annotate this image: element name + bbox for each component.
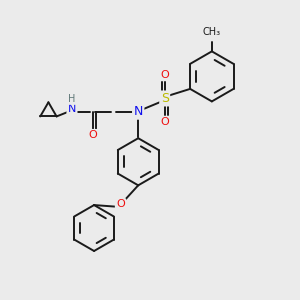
Text: H: H (68, 94, 76, 104)
Text: O: O (116, 200, 125, 209)
Text: O: O (160, 70, 169, 80)
Text: CH₃: CH₃ (203, 27, 221, 37)
Text: O: O (160, 117, 169, 127)
Text: S: S (161, 92, 169, 105)
Text: N: N (134, 105, 143, 118)
Text: O: O (88, 130, 97, 140)
Text: N: N (68, 104, 76, 114)
